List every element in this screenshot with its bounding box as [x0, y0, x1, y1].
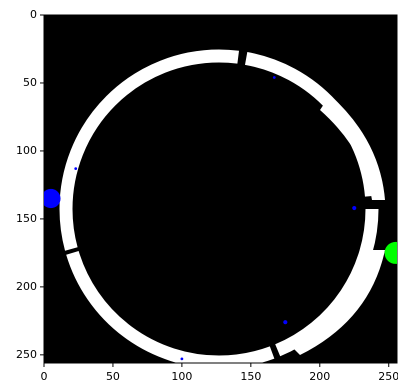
- point: [273, 76, 276, 79]
- x-tick-label: 250: [378, 370, 398, 383]
- x-tick-label: 50: [106, 370, 120, 383]
- y-tick-label: 0: [30, 8, 37, 21]
- point: [41, 189, 60, 208]
- y-tick-label: 50: [23, 76, 37, 89]
- point: [74, 167, 77, 170]
- x-tick-label: 100: [171, 370, 192, 383]
- chart: 0 50 100 150 200 250 0 50 100 150 200 250: [0, 0, 398, 387]
- y-tick-label: 100: [16, 144, 37, 157]
- point: [181, 358, 184, 361]
- y-tick-label: 200: [16, 280, 37, 293]
- y-tick-label: 250: [16, 348, 37, 361]
- x-tick-label: 200: [309, 370, 330, 383]
- x-tick-label: 0: [41, 370, 48, 383]
- point: [352, 206, 356, 210]
- x-tick-label: 150: [240, 370, 261, 383]
- y-tick-label: 150: [16, 212, 37, 225]
- point: [283, 320, 287, 324]
